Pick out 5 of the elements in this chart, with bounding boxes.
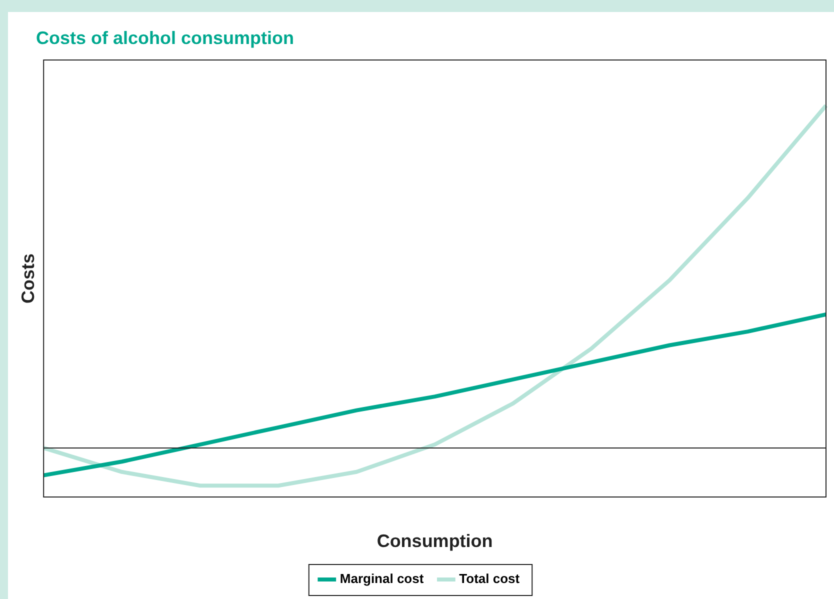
x-axis-title: Consumption <box>376 531 493 552</box>
chart-title: Costs of alcohol consumption <box>36 28 294 49</box>
legend-label: Total cost <box>459 571 520 586</box>
y-axis-title: Costs <box>18 253 38 304</box>
legend-label: Marginal cost <box>340 571 424 586</box>
